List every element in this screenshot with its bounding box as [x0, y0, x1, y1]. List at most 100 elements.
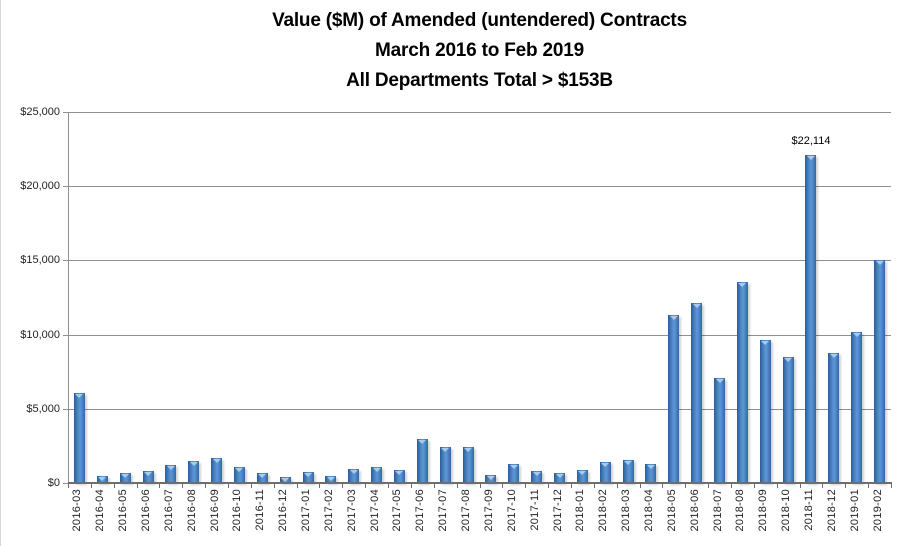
bar-cap-gloss [646, 465, 655, 469]
x-axis-label-2017-11: 2017-11 [528, 489, 541, 531]
bar-cap-gloss [601, 463, 610, 467]
bar-2016-08 [188, 461, 200, 483]
bar-cap-gloss [98, 477, 107, 481]
bar-cap-gloss [509, 465, 518, 469]
data-label-max-value: $22,114 [791, 134, 831, 147]
y-axis-label: $5,000 [26, 402, 60, 415]
x-axis-label-2018-08: 2018-08 [734, 489, 747, 532]
bar-2018-12 [828, 353, 840, 483]
y-axis-label: $15,000 [20, 254, 60, 267]
bar-cap-gloss [624, 461, 633, 465]
x-axis-label-2016-12: 2016-12 [277, 489, 290, 532]
x-tick-mark [479, 484, 481, 488]
x-axis-label-2017-08: 2017-08 [460, 489, 473, 532]
bar-2017-04 [371, 467, 383, 483]
x-tick-mark [616, 484, 618, 488]
x-tick-mark [639, 484, 641, 488]
bar-cap-gloss [532, 472, 541, 476]
y-tick-mark [63, 260, 68, 262]
y-axis-line [68, 112, 69, 483]
y-tick-mark [63, 483, 68, 484]
gridline-25000 [68, 112, 891, 113]
x-axis-label-2016-05: 2016-05 [117, 489, 130, 532]
x-tick-mark [868, 484, 870, 488]
bar-2017-10 [508, 464, 520, 483]
bar-2018-02 [599, 462, 611, 483]
bar-2017-08 [462, 447, 474, 483]
bar-2016-11 [256, 473, 268, 483]
x-tick-mark [753, 484, 755, 488]
x-axis-label-2018-01: 2018-01 [574, 489, 587, 532]
x-tick-mark [433, 484, 435, 488]
bar-2018-09 [759, 340, 771, 483]
x-axis-label-2018-07: 2018-07 [711, 489, 724, 532]
bar-2016-03 [73, 393, 85, 483]
x-tick-mark [136, 484, 138, 488]
bar-cap-gloss [578, 471, 587, 475]
x-tick-mark [410, 484, 412, 488]
bar-cap-gloss [555, 474, 564, 478]
x-tick-mark [113, 484, 115, 488]
x-tick-mark [822, 484, 824, 488]
bar-cap-gloss [441, 448, 450, 452]
bar-cap-gloss [166, 466, 175, 470]
x-axis-label-2018-04: 2018-04 [642, 489, 655, 532]
bar-cap-gloss [852, 333, 861, 337]
bar-cap-gloss [715, 379, 724, 383]
bar-cap-gloss [75, 394, 84, 398]
x-axis-label-2019-02: 2019-02 [871, 489, 884, 532]
bar-2017-03 [348, 469, 360, 483]
bar-2016-12 [279, 477, 291, 483]
bar-cap-gloss [235, 468, 244, 472]
x-tick-mark [593, 484, 595, 488]
bar-cap-gloss [692, 304, 701, 308]
x-axis-label-2018-05: 2018-05 [665, 489, 678, 532]
x-tick-mark [273, 484, 275, 488]
x-axis-label-2017-09: 2017-09 [482, 489, 495, 532]
bar-2016-06 [142, 471, 154, 483]
x-tick-mark [708, 484, 710, 488]
x-axis-label-2017-12: 2017-12 [551, 489, 564, 532]
bar-2018-05 [668, 315, 680, 483]
x-axis-label-2018-03: 2018-03 [620, 489, 633, 532]
bar-cap-gloss [212, 459, 221, 463]
bar-2018-06 [691, 303, 703, 483]
bar-cap-gloss [464, 448, 473, 452]
bar-2016-09 [211, 458, 223, 483]
x-axis-label-2018-06: 2018-06 [688, 489, 701, 532]
x-tick-mark [570, 484, 572, 488]
bar-cap-gloss [761, 341, 770, 345]
bar-cap-gloss [372, 468, 381, 472]
bar-cap-gloss [784, 358, 793, 362]
bar-cap-gloss [806, 156, 815, 160]
bar-2018-03 [622, 460, 634, 483]
bar-2016-10 [233, 467, 245, 483]
y-tick-mark [63, 334, 68, 336]
bar-2016-04 [96, 476, 108, 483]
gridline-5000 [68, 408, 891, 410]
x-tick-mark [685, 484, 687, 488]
bar-2017-07 [439, 447, 451, 483]
x-tick-mark [319, 484, 321, 488]
x-axis-label-2017-05: 2017-05 [391, 489, 404, 532]
x-axis-label-2018-12: 2018-12 [825, 489, 838, 532]
x-axis-label-2016-08: 2016-08 [185, 489, 198, 532]
bar-2018-01 [576, 470, 588, 483]
x-axis-label-2018-02: 2018-02 [597, 489, 610, 532]
gridline-15000 [68, 260, 891, 262]
x-axis-label-2018-10: 2018-10 [780, 489, 793, 532]
bar-cap-gloss [144, 472, 152, 476]
x-axis-label-2017-04: 2017-04 [368, 489, 381, 532]
y-axis-label: $20,000 [20, 180, 60, 193]
gridline-20000 [68, 186, 891, 188]
bar-cap-gloss [418, 440, 427, 444]
bar-2018-08 [736, 282, 748, 483]
x-tick-mark [525, 484, 527, 488]
x-tick-mark [90, 484, 92, 488]
bar-2018-07 [714, 378, 726, 483]
bar-2019-02 [874, 260, 886, 483]
x-tick-mark [388, 484, 390, 488]
x-tick-mark [68, 484, 69, 488]
bar-2017-12 [554, 473, 565, 483]
